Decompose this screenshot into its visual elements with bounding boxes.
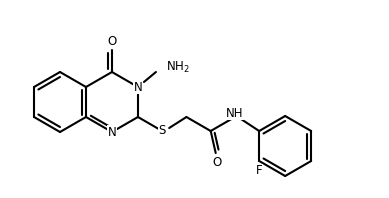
Text: N: N xyxy=(133,81,142,93)
Text: NH$_2$: NH$_2$ xyxy=(166,59,190,75)
Text: S: S xyxy=(158,125,166,137)
Text: N: N xyxy=(108,126,116,138)
Text: O: O xyxy=(107,34,117,48)
Text: F: F xyxy=(256,165,263,177)
Text: NH: NH xyxy=(226,107,244,120)
Text: O: O xyxy=(212,155,221,168)
